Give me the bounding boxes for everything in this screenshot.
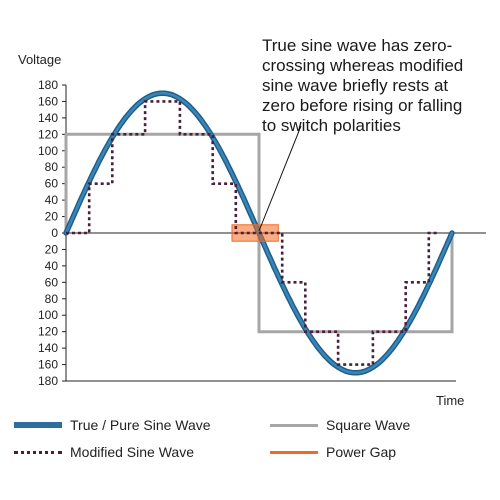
- x-axis-title: Time: [436, 393, 464, 405]
- y-tick-label: 140: [38, 111, 58, 125]
- y-tick-label: 40: [45, 193, 59, 207]
- y-tick-label: 0: [51, 226, 58, 240]
- y-tick-label: 100: [38, 144, 58, 158]
- legend: True / Pure Sine Wave Square Wave Modifi…: [0, 405, 500, 500]
- y-tick-label: 40: [45, 259, 59, 273]
- y-tick-label: 120: [38, 325, 58, 339]
- y-tick-label: 180: [38, 374, 58, 388]
- y-tick-label: 180: [38, 78, 58, 92]
- annotation-line: sine wave briefly rests at: [262, 76, 448, 95]
- legend-label-modified-sine: Modified Sine Wave: [70, 444, 194, 460]
- legend-item-square: Square Wave: [270, 415, 410, 435]
- legend-swatch-modified-sine: [14, 450, 62, 454]
- y-tick-label: 20: [45, 242, 59, 256]
- legend-swatch-square: [270, 423, 318, 427]
- y-tick-label: 120: [38, 127, 58, 141]
- voltage-waveform-chart: Voltage Time 180 160 140 120 100 80 60 40 20 0 20 4…: [18, 36, 486, 405]
- legend-item-pure-sine: True / Pure Sine Wave: [14, 415, 211, 435]
- y-tick-label: 100: [38, 308, 58, 322]
- legend-item-modified-sine: Modified Sine Wave: [14, 442, 194, 462]
- y-tick-label: 80: [45, 160, 59, 174]
- y-tick-label: 160: [38, 358, 58, 372]
- annotation-line: crossing whereas modified: [262, 56, 463, 75]
- modified-sine-wave-line: [66, 100, 437, 366]
- y-tick-label: 140: [38, 341, 58, 355]
- y-tick-label: 80: [45, 292, 59, 306]
- y-tick-label: 20: [45, 210, 59, 224]
- legend-label-square: Square Wave: [326, 417, 411, 433]
- annotation-line: to switch polarities: [262, 116, 401, 135]
- legend-item-power-gap: Power Gap: [270, 442, 396, 462]
- legend-swatch-power-gap: [270, 450, 318, 454]
- legend-swatch-pure-sine: [14, 422, 62, 428]
- annotation-pointer: [258, 125, 302, 232]
- legend-label-power-gap: Power Gap: [326, 444, 397, 460]
- annotation-line: zero before rising or falling: [262, 96, 462, 115]
- y-tick-label: 160: [38, 94, 58, 108]
- y-tick-label: 60: [45, 177, 59, 191]
- y-axis-title: Voltage: [18, 52, 61, 67]
- annotation-line: True sine wave has zero-: [262, 36, 452, 55]
- legend-label-pure-sine: True / Pure Sine Wave: [70, 417, 211, 433]
- y-tick-label: 60: [45, 275, 59, 289]
